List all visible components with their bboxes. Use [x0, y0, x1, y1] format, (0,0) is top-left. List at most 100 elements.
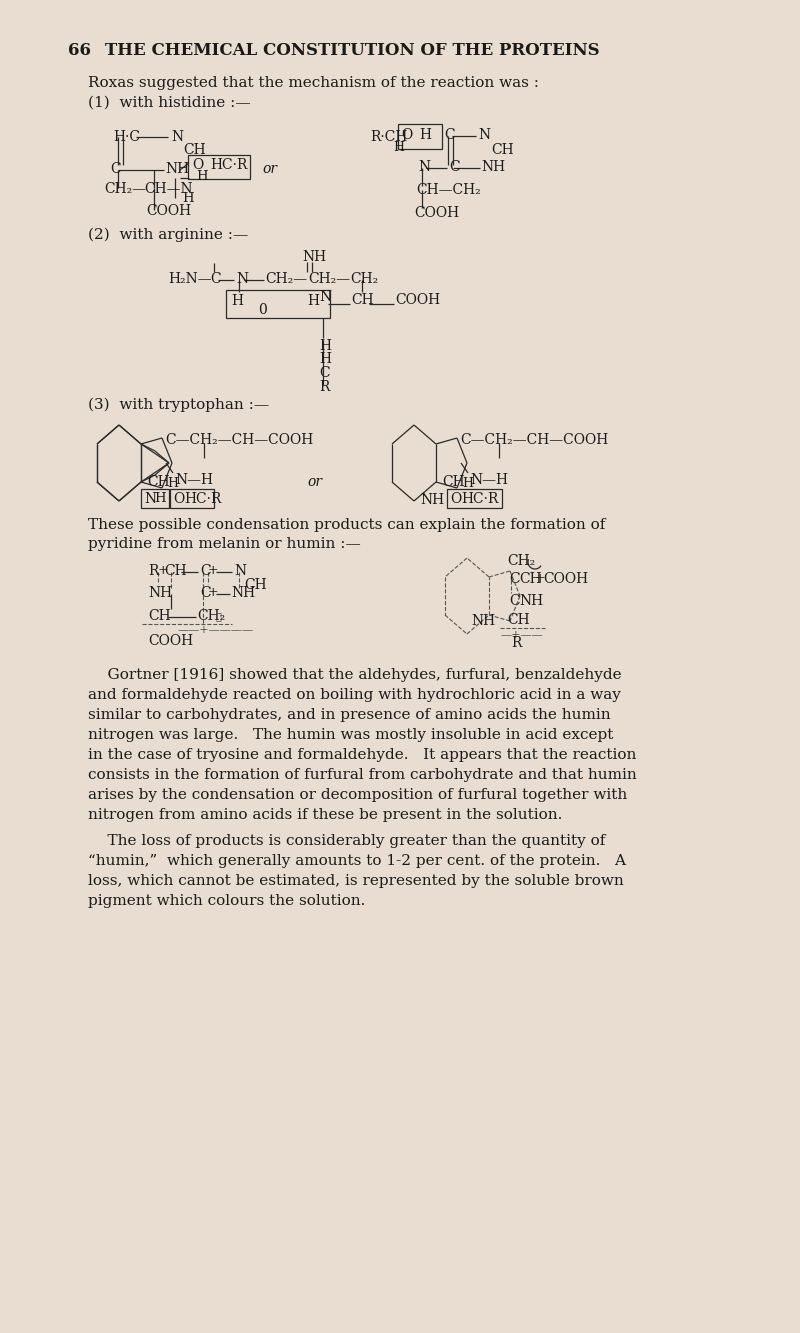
Text: The loss of products is considerably greater than the quantity of: The loss of products is considerably gre…: [88, 834, 606, 848]
Text: (1)  with histidine :—: (1) with histidine :—: [88, 96, 250, 111]
Text: or: or: [307, 475, 322, 489]
Text: C: C: [449, 160, 460, 175]
Text: in the case of tryosine and formaldehyde.   It appears that the reaction: in the case of tryosine and formaldehyde…: [88, 748, 636, 762]
Text: H₂N—: H₂N—: [168, 272, 212, 287]
Text: or: or: [262, 163, 277, 176]
Text: N—H: N—H: [470, 473, 508, 487]
Text: CH: CH: [164, 564, 186, 579]
Text: Ⓒ: Ⓒ: [216, 612, 222, 621]
Text: COOH: COOH: [543, 572, 588, 587]
Text: NH: NH: [471, 615, 495, 628]
Text: R: R: [148, 564, 158, 579]
Text: H: H: [319, 339, 331, 353]
Text: These possible condensation products can explain the formation of: These possible condensation products can…: [88, 519, 606, 532]
Text: nitrogen was large.   The humin was mostly insoluble in acid except: nitrogen was large. The humin was mostly…: [88, 728, 614, 742]
Text: CH: CH: [442, 475, 465, 489]
Text: N: N: [319, 291, 331, 304]
Text: COOH: COOH: [395, 293, 440, 307]
Text: CH: CH: [519, 572, 542, 587]
Text: COOH: COOH: [414, 207, 459, 220]
Text: O: O: [173, 492, 184, 507]
Text: N: N: [418, 160, 430, 175]
Text: O: O: [450, 492, 462, 507]
Text: CH₂—: CH₂—: [265, 272, 307, 287]
Text: C: C: [200, 564, 210, 579]
Bar: [398, 124, 442, 149]
Text: CH: CH: [507, 613, 530, 627]
Text: HC·R: HC·R: [184, 492, 222, 507]
Text: H: H: [231, 295, 243, 308]
Text: consists in the formation of furfural from carbohydrate and that humin: consists in the formation of furfural fr…: [88, 768, 637, 782]
Text: C: C: [509, 595, 520, 608]
Text: NH: NH: [231, 587, 255, 600]
Text: N: N: [234, 564, 246, 579]
Text: H: H: [167, 477, 178, 491]
Text: COOH: COOH: [148, 635, 193, 648]
Text: CH₂: CH₂: [350, 272, 378, 287]
Text: similar to carbohydrates, and in presence of amino acids the humin: similar to carbohydrates, and in presenc…: [88, 708, 610, 722]
Text: H: H: [154, 492, 166, 505]
Text: NH: NH: [165, 163, 189, 176]
Text: C: C: [110, 163, 121, 176]
Bar: [170, 489, 214, 508]
Text: H·C: H·C: [113, 131, 140, 144]
Text: loss, which cannot be estimated, is represented by the soluble brown: loss, which cannot be estimated, is repr…: [88, 874, 624, 888]
Text: COOH: COOH: [146, 204, 191, 219]
Text: “humin,”  which generally amounts to 1-2 per cent. of the protein.   A: “humin,” which generally amounts to 1-2 …: [88, 854, 626, 868]
Text: arises by the condensation or decomposition of furfural together with: arises by the condensation or decomposit…: [88, 788, 627, 802]
Text: N: N: [478, 128, 490, 143]
Text: CH: CH: [148, 609, 170, 623]
Text: C: C: [319, 367, 330, 380]
Text: R·CH: R·CH: [370, 131, 407, 144]
Text: Gortner [1916] showed that the aldehydes, furfural, benzaldehyde: Gortner [1916] showed that the aldehydes…: [88, 668, 622, 682]
Text: H: H: [182, 192, 194, 205]
Bar: [141, 489, 169, 508]
Text: H: H: [196, 171, 208, 183]
Text: CH—CH₂: CH—CH₂: [416, 183, 481, 197]
Text: R: R: [319, 380, 330, 395]
Bar: [447, 489, 502, 508]
Text: pyridine from melanin or humin :—: pyridine from melanin or humin :—: [88, 537, 361, 551]
Text: ——+————: ——+————: [178, 625, 254, 635]
Bar: [226, 291, 330, 319]
Text: C: C: [509, 572, 520, 587]
Text: 66: 66: [68, 43, 91, 59]
Text: N—H: N—H: [175, 473, 213, 487]
Text: CH: CH: [183, 143, 206, 157]
Text: 0: 0: [258, 303, 266, 317]
Text: —+——: —+——: [501, 631, 544, 640]
Text: nitrogen from amino acids if these be present in the solution.: nitrogen from amino acids if these be pr…: [88, 808, 562, 822]
Text: H: H: [307, 295, 319, 308]
Text: CH₂—: CH₂—: [308, 272, 350, 287]
Text: CH—N: CH—N: [144, 183, 193, 196]
Text: C: C: [200, 587, 210, 600]
Text: +: +: [208, 564, 218, 577]
Text: THE CHEMICAL CONSTITUTION OF THE PROTEINS: THE CHEMICAL CONSTITUTION OF THE PROTEIN…: [105, 43, 600, 59]
Text: N: N: [171, 131, 183, 144]
Bar: [188, 155, 250, 179]
Text: CH: CH: [491, 143, 514, 157]
Text: NH: NH: [519, 595, 543, 608]
Text: NH: NH: [148, 587, 172, 600]
Text: +: +: [535, 572, 546, 585]
Text: CH₂—: CH₂—: [104, 183, 146, 196]
Text: H: H: [393, 141, 404, 155]
Text: (3)  with tryptophan :—: (3) with tryptophan :—: [88, 399, 269, 412]
Text: C—CH₂—CH—COOH: C—CH₂—CH—COOH: [460, 433, 608, 447]
Text: HC·R: HC·R: [210, 159, 247, 172]
Text: C: C: [210, 272, 221, 287]
Text: pigment which colours the solution.: pigment which colours the solution.: [88, 894, 366, 908]
Text: H: H: [419, 128, 431, 143]
Text: +: +: [158, 564, 169, 577]
Text: NH: NH: [481, 160, 505, 175]
Text: N: N: [144, 492, 156, 507]
Text: N: N: [236, 272, 248, 287]
Text: Roxas suggested that the mechanism of the reaction was :: Roxas suggested that the mechanism of th…: [88, 76, 539, 91]
Text: CH: CH: [244, 579, 266, 592]
Text: C: C: [444, 128, 454, 143]
Text: +: +: [208, 587, 218, 599]
Text: CH: CH: [147, 475, 170, 489]
Text: and formaldehyde reacted on boiling with hydrochloric acid in a way: and formaldehyde reacted on boiling with…: [88, 688, 621, 702]
Text: (2)  with arginine :—: (2) with arginine :—: [88, 228, 248, 243]
Text: C—CH₂—CH—COOH: C—CH₂—CH—COOH: [165, 433, 314, 447]
